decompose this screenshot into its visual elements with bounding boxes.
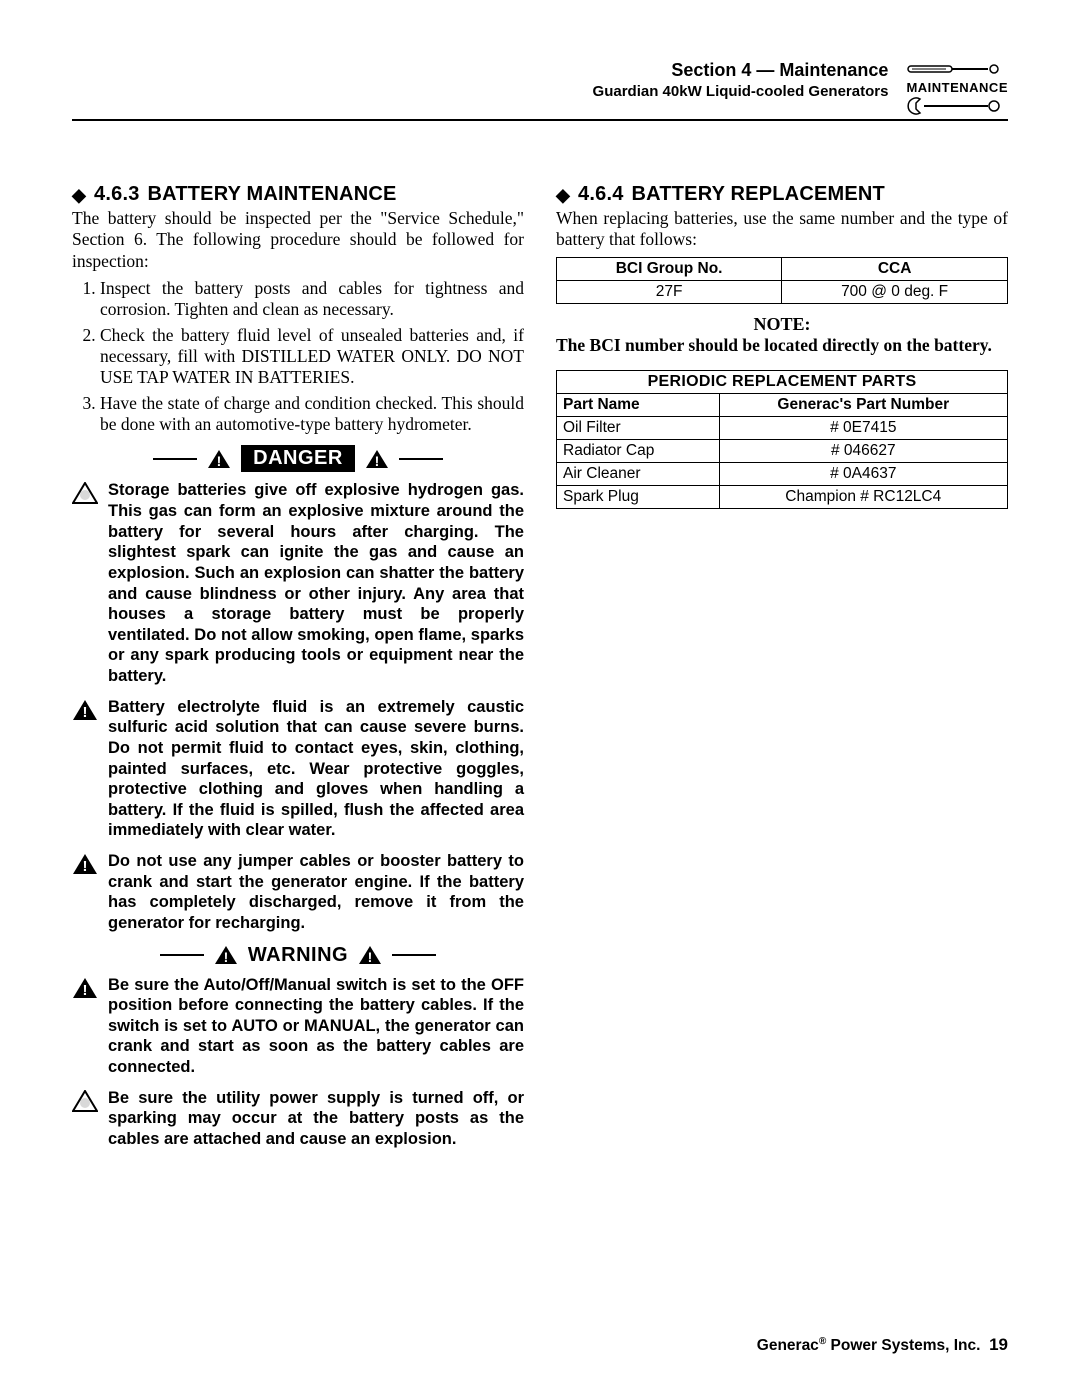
- col-partname: Part Name: [557, 393, 720, 416]
- warning-banner: ! WARNING !: [72, 944, 524, 967]
- page-footer: Generac® Power Systems, Inc. 19: [757, 1335, 1008, 1355]
- warning-triangle-icon: !: [214, 945, 238, 965]
- cell-partnum: # 046627: [719, 439, 1007, 462]
- page-header: Section 4 — Maintenance Guardian 40kW Li…: [72, 60, 1008, 121]
- cell-partname: Air Cleaner: [557, 462, 720, 485]
- danger-item-3: ! Do not use any jumper cables or booste…: [72, 851, 524, 934]
- table-row: Air Cleaner # 0A4637: [557, 462, 1008, 485]
- note-body: The BCI number should be located directl…: [556, 335, 1008, 356]
- danger-text-2: Battery electrolyte fluid is an extremel…: [108, 697, 524, 841]
- cell-partnum: # 0E7415: [719, 416, 1007, 439]
- table-header-row: Part Name Generac's Part Number: [557, 393, 1008, 416]
- svg-text:!: !: [374, 453, 379, 469]
- banner-line-right: [399, 458, 443, 460]
- heading-number: 4.6.3: [94, 183, 139, 206]
- section-heading-464: ◆ 4.6.4 BATTERY REPLACEMENT: [556, 183, 1008, 206]
- svg-text:!: !: [83, 704, 88, 721]
- screwdriver-icon: [906, 60, 1002, 78]
- danger-item-2: ! Battery electrolyte fluid is an extrem…: [72, 697, 524, 841]
- col-cca: CCA: [782, 257, 1008, 280]
- col-bci: BCI Group No.: [557, 257, 782, 280]
- footer-company-prefix: Generac: [757, 1337, 819, 1354]
- col-partnum: Generac's Part Number: [719, 393, 1007, 416]
- table-row: Spark Plug Champion # RC12LC4: [557, 485, 1008, 508]
- table-row: Oil Filter # 0E7415: [557, 416, 1008, 439]
- cell-cca: 700 @ 0 deg. F: [782, 280, 1008, 303]
- header-section: Section 4 — Maintenance: [593, 60, 889, 81]
- cell-partname: Oil Filter: [557, 416, 720, 439]
- parts-table-caption: PERIODIC REPLACEMENT PARTS: [556, 370, 1008, 393]
- svg-text:!: !: [83, 982, 88, 999]
- heading-title: BATTERY REPLACEMENT: [632, 183, 885, 206]
- intro-464: When replacing batteries, use the same n…: [556, 208, 1008, 251]
- cell-partnum: Champion # RC12LC4: [719, 485, 1007, 508]
- cell-partnum: # 0A4637: [719, 462, 1007, 485]
- diamond-bullet-icon: ◆: [556, 186, 570, 204]
- cell-partname: Radiator Cap: [557, 439, 720, 462]
- table-header-row: BCI Group No. CCA: [557, 257, 1008, 280]
- intro-463: The battery should be inspected per the …: [72, 208, 524, 272]
- warning-triangle-icon: !: [358, 945, 382, 965]
- header-subtitle: Guardian 40kW Liquid-cooled Generators: [593, 83, 889, 100]
- warning-triangle-icon: !: [207, 449, 231, 469]
- warning-text-2: Be sure the utility power supply is turn…: [108, 1088, 524, 1150]
- danger-text-3: Do not use any jumper cables or booster …: [108, 851, 524, 934]
- table-row: 27F 700 @ 0 deg. F: [557, 280, 1008, 303]
- danger-text-1: Storage batteries give off explosive hyd…: [108, 480, 524, 686]
- banner-line-left: [160, 954, 204, 956]
- wrench-icon: [906, 95, 1002, 117]
- danger-label: DANGER: [241, 445, 355, 472]
- hazard-triangle-icon: !: [72, 851, 100, 880]
- hazard-triangle-icon: [72, 480, 100, 509]
- table-row: Radiator Cap # 046627: [557, 439, 1008, 462]
- cell-bci: 27F: [557, 280, 782, 303]
- banner-line-left: [153, 458, 197, 460]
- header-badge-block: MAINTENANCE: [906, 60, 1008, 117]
- svg-text:!: !: [368, 949, 373, 965]
- parts-table: PERIODIC REPLACEMENT PARTS Part Name Gen…: [556, 370, 1008, 509]
- left-column: ◆ 4.6.3 BATTERY MAINTENANCE The battery …: [72, 183, 524, 1160]
- warning-text-1: Be sure the Auto/Off/Manual switch is se…: [108, 975, 524, 1078]
- svg-text:!: !: [217, 453, 222, 469]
- warning-triangle-icon: !: [365, 449, 389, 469]
- bci-table: BCI Group No. CCA 27F 700 @ 0 deg. F: [556, 257, 1008, 304]
- inspection-steps: Inspect the battery posts and cables for…: [72, 278, 524, 435]
- footer-company-suffix: Power Systems, Inc.: [826, 1337, 980, 1354]
- header-text-block: Section 4 — Maintenance Guardian 40kW Li…: [593, 60, 889, 100]
- danger-banner: ! DANGER !: [72, 445, 524, 472]
- svg-text:!: !: [224, 949, 229, 965]
- step-3: Have the state of charge and condition c…: [100, 393, 524, 436]
- banner-line-right: [392, 954, 436, 956]
- danger-item-1: Storage batteries give off explosive hyd…: [72, 480, 524, 686]
- page-number: 19: [989, 1335, 1008, 1354]
- header-badge-label: MAINTENANCE: [906, 80, 1008, 95]
- section-heading-463: ◆ 4.6.3 BATTERY MAINTENANCE: [72, 183, 524, 206]
- svg-text:!: !: [83, 858, 88, 875]
- hazard-triangle-icon: !: [72, 697, 100, 726]
- hazard-triangle-icon: [72, 1088, 100, 1117]
- step-2: Check the battery fluid level of unseale…: [100, 325, 524, 389]
- note-heading: NOTE:: [556, 314, 1008, 335]
- cell-partname: Spark Plug: [557, 485, 720, 508]
- warning-item-2: Be sure the utility power supply is turn…: [72, 1088, 524, 1150]
- content-columns: ◆ 4.6.3 BATTERY MAINTENANCE The battery …: [72, 183, 1008, 1160]
- right-column: ◆ 4.6.4 BATTERY REPLACEMENT When replaci…: [556, 183, 1008, 1160]
- hazard-triangle-icon: !: [72, 975, 100, 1004]
- step-1: Inspect the battery posts and cables for…: [100, 278, 524, 321]
- warning-item-1: ! Be sure the Auto/Off/Manual switch is …: [72, 975, 524, 1078]
- heading-title: BATTERY MAINTENANCE: [148, 183, 397, 206]
- warning-label: WARNING: [248, 944, 348, 967]
- heading-number: 4.6.4: [578, 183, 623, 206]
- diamond-bullet-icon: ◆: [72, 186, 86, 204]
